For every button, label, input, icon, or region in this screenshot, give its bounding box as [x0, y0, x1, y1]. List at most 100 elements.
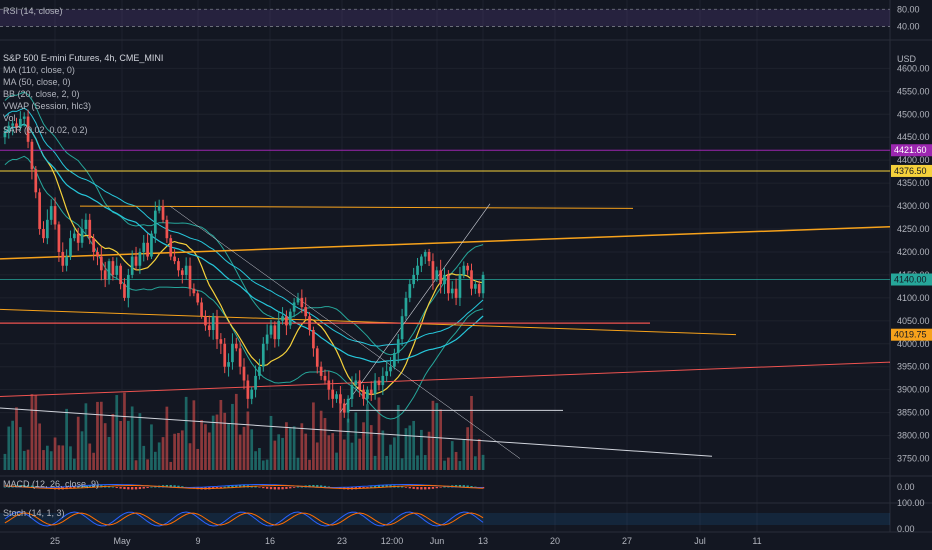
macd-histogram-bar [424, 487, 427, 490]
legend-vwap[interactable]: VWAP (Session, hlc3) [3, 101, 92, 111]
candle-body [400, 316, 404, 340]
candle-body [107, 261, 111, 280]
macd-histogram-bar [265, 487, 269, 489]
volume-bar [19, 427, 22, 470]
candle-body [335, 394, 338, 399]
rsi-label[interactable]: RSI (14, close) [3, 6, 63, 16]
volume-bar [269, 415, 273, 470]
y-tick-label: 4000.00 [897, 339, 930, 349]
price-axis[interactable]: 4600.00 4550.00 4500.00 4450.00 4400.00 4350.… [897, 4, 930, 534]
stoch-label[interactable]: Stoch (14, 1, 3) [3, 508, 65, 518]
candle-body [265, 334, 269, 344]
candle-body [443, 274, 446, 285]
legend-ma50[interactable]: MA (50, close, 0) [3, 77, 71, 87]
candle-body [450, 288, 454, 294]
candle-body [304, 307, 308, 317]
candle-body [38, 192, 41, 230]
candle-body [19, 118, 22, 129]
stoch-d-line [4, 512, 484, 526]
macd-histogram-bar [292, 487, 296, 488]
candle-body [115, 265, 119, 275]
bollinger-upper [4, 91, 484, 356]
macd-histogram-bar [462, 485, 465, 488]
legend-ma110[interactable]: MA (110, close, 0) [3, 65, 75, 75]
macd-histogram-bar [373, 485, 377, 488]
volume-bar [26, 449, 30, 470]
candle-body [26, 116, 30, 142]
volume-bar [431, 400, 435, 470]
macd-histogram-bar [439, 487, 442, 488]
candle-body [346, 398, 350, 413]
candle-body [173, 256, 176, 262]
candle-body [327, 380, 331, 390]
volume-bar [404, 428, 408, 470]
volume-bar [103, 423, 107, 470]
rsi-level-label: 40.00 [897, 21, 920, 31]
volume-bar [335, 452, 338, 470]
y-tick-label: 4200.00 [897, 247, 930, 257]
macd-line [4, 484, 484, 488]
candle-body [7, 125, 11, 133]
candle-body [227, 362, 230, 367]
volume-bar [246, 411, 250, 470]
macd-histogram-bar [273, 487, 277, 490]
volume-bar [308, 459, 311, 470]
macd-histogram-bar [420, 487, 423, 490]
stoch-level-label: 100.00 [897, 498, 925, 508]
candle-body [96, 251, 99, 257]
macd-histogram-bar [327, 486, 330, 488]
candle-body [153, 210, 157, 234]
time-axis[interactable]: 25 May 9 16 23 12:00 Jun 13 20 27 Jul 11 [50, 536, 762, 546]
volume-bar [130, 406, 134, 470]
candle-body [427, 251, 431, 262]
volume-bar [227, 423, 230, 470]
volume-bar [107, 436, 111, 470]
volume-bar [400, 458, 404, 470]
volume-bar [180, 430, 184, 470]
candle-body [196, 293, 200, 303]
macd-histogram-bar [289, 487, 292, 489]
volume-bar [200, 419, 203, 470]
price-tag [891, 328, 932, 341]
legend-bb[interactable]: BB (20, close, 2, 0) [3, 89, 80, 99]
candle-body [204, 316, 207, 326]
macd-histogram-bar [134, 487, 138, 490]
chart-title[interactable]: S&P 500 E-mini Futures, 4h, CME_MINI [3, 53, 164, 63]
price-tag [891, 273, 932, 286]
volume-bar [3, 453, 7, 470]
y-tick-label: 4300.00 [897, 201, 930, 211]
legend-vol[interactable]: Vol [3, 113, 16, 123]
macd-histogram-bar [131, 487, 134, 490]
candle-body [339, 394, 342, 404]
volume-bar [96, 401, 99, 470]
candle-body [292, 302, 296, 312]
candle-body [462, 265, 466, 275]
support-line-orange [0, 308, 737, 336]
volume-bar [327, 435, 331, 470]
candle-body [358, 380, 362, 390]
macd-histogram-bar [242, 485, 246, 488]
candle-body [65, 256, 68, 266]
macd-histogram-bar [277, 487, 280, 490]
volume-bar [292, 426, 296, 470]
macd-label[interactable]: MACD (12, 26, close, 9) [3, 479, 100, 489]
candle-body [273, 325, 277, 340]
macd-histogram-bar [107, 486, 111, 488]
macd-histogram-bar [238, 485, 242, 488]
macd-histogram-bar [285, 487, 288, 489]
volume-bar [34, 395, 38, 470]
volume-bar [88, 443, 92, 470]
candle-body [366, 389, 369, 399]
x-tick-label: 25 [50, 536, 60, 546]
candle-body [315, 348, 319, 367]
candlestick-series[interactable] [3, 109, 485, 423]
y-tick-label: 3800.00 [897, 431, 930, 441]
macd-histogram-bar [312, 485, 315, 488]
legend-sar[interactable]: SAR (0.02, 0.02, 0.2) [3, 125, 88, 135]
sub-panes [0, 484, 890, 527]
volume-bar [258, 447, 261, 470]
candle-body [22, 116, 26, 119]
macd-histogram-bar [26, 485, 30, 488]
candle-body [180, 270, 184, 275]
